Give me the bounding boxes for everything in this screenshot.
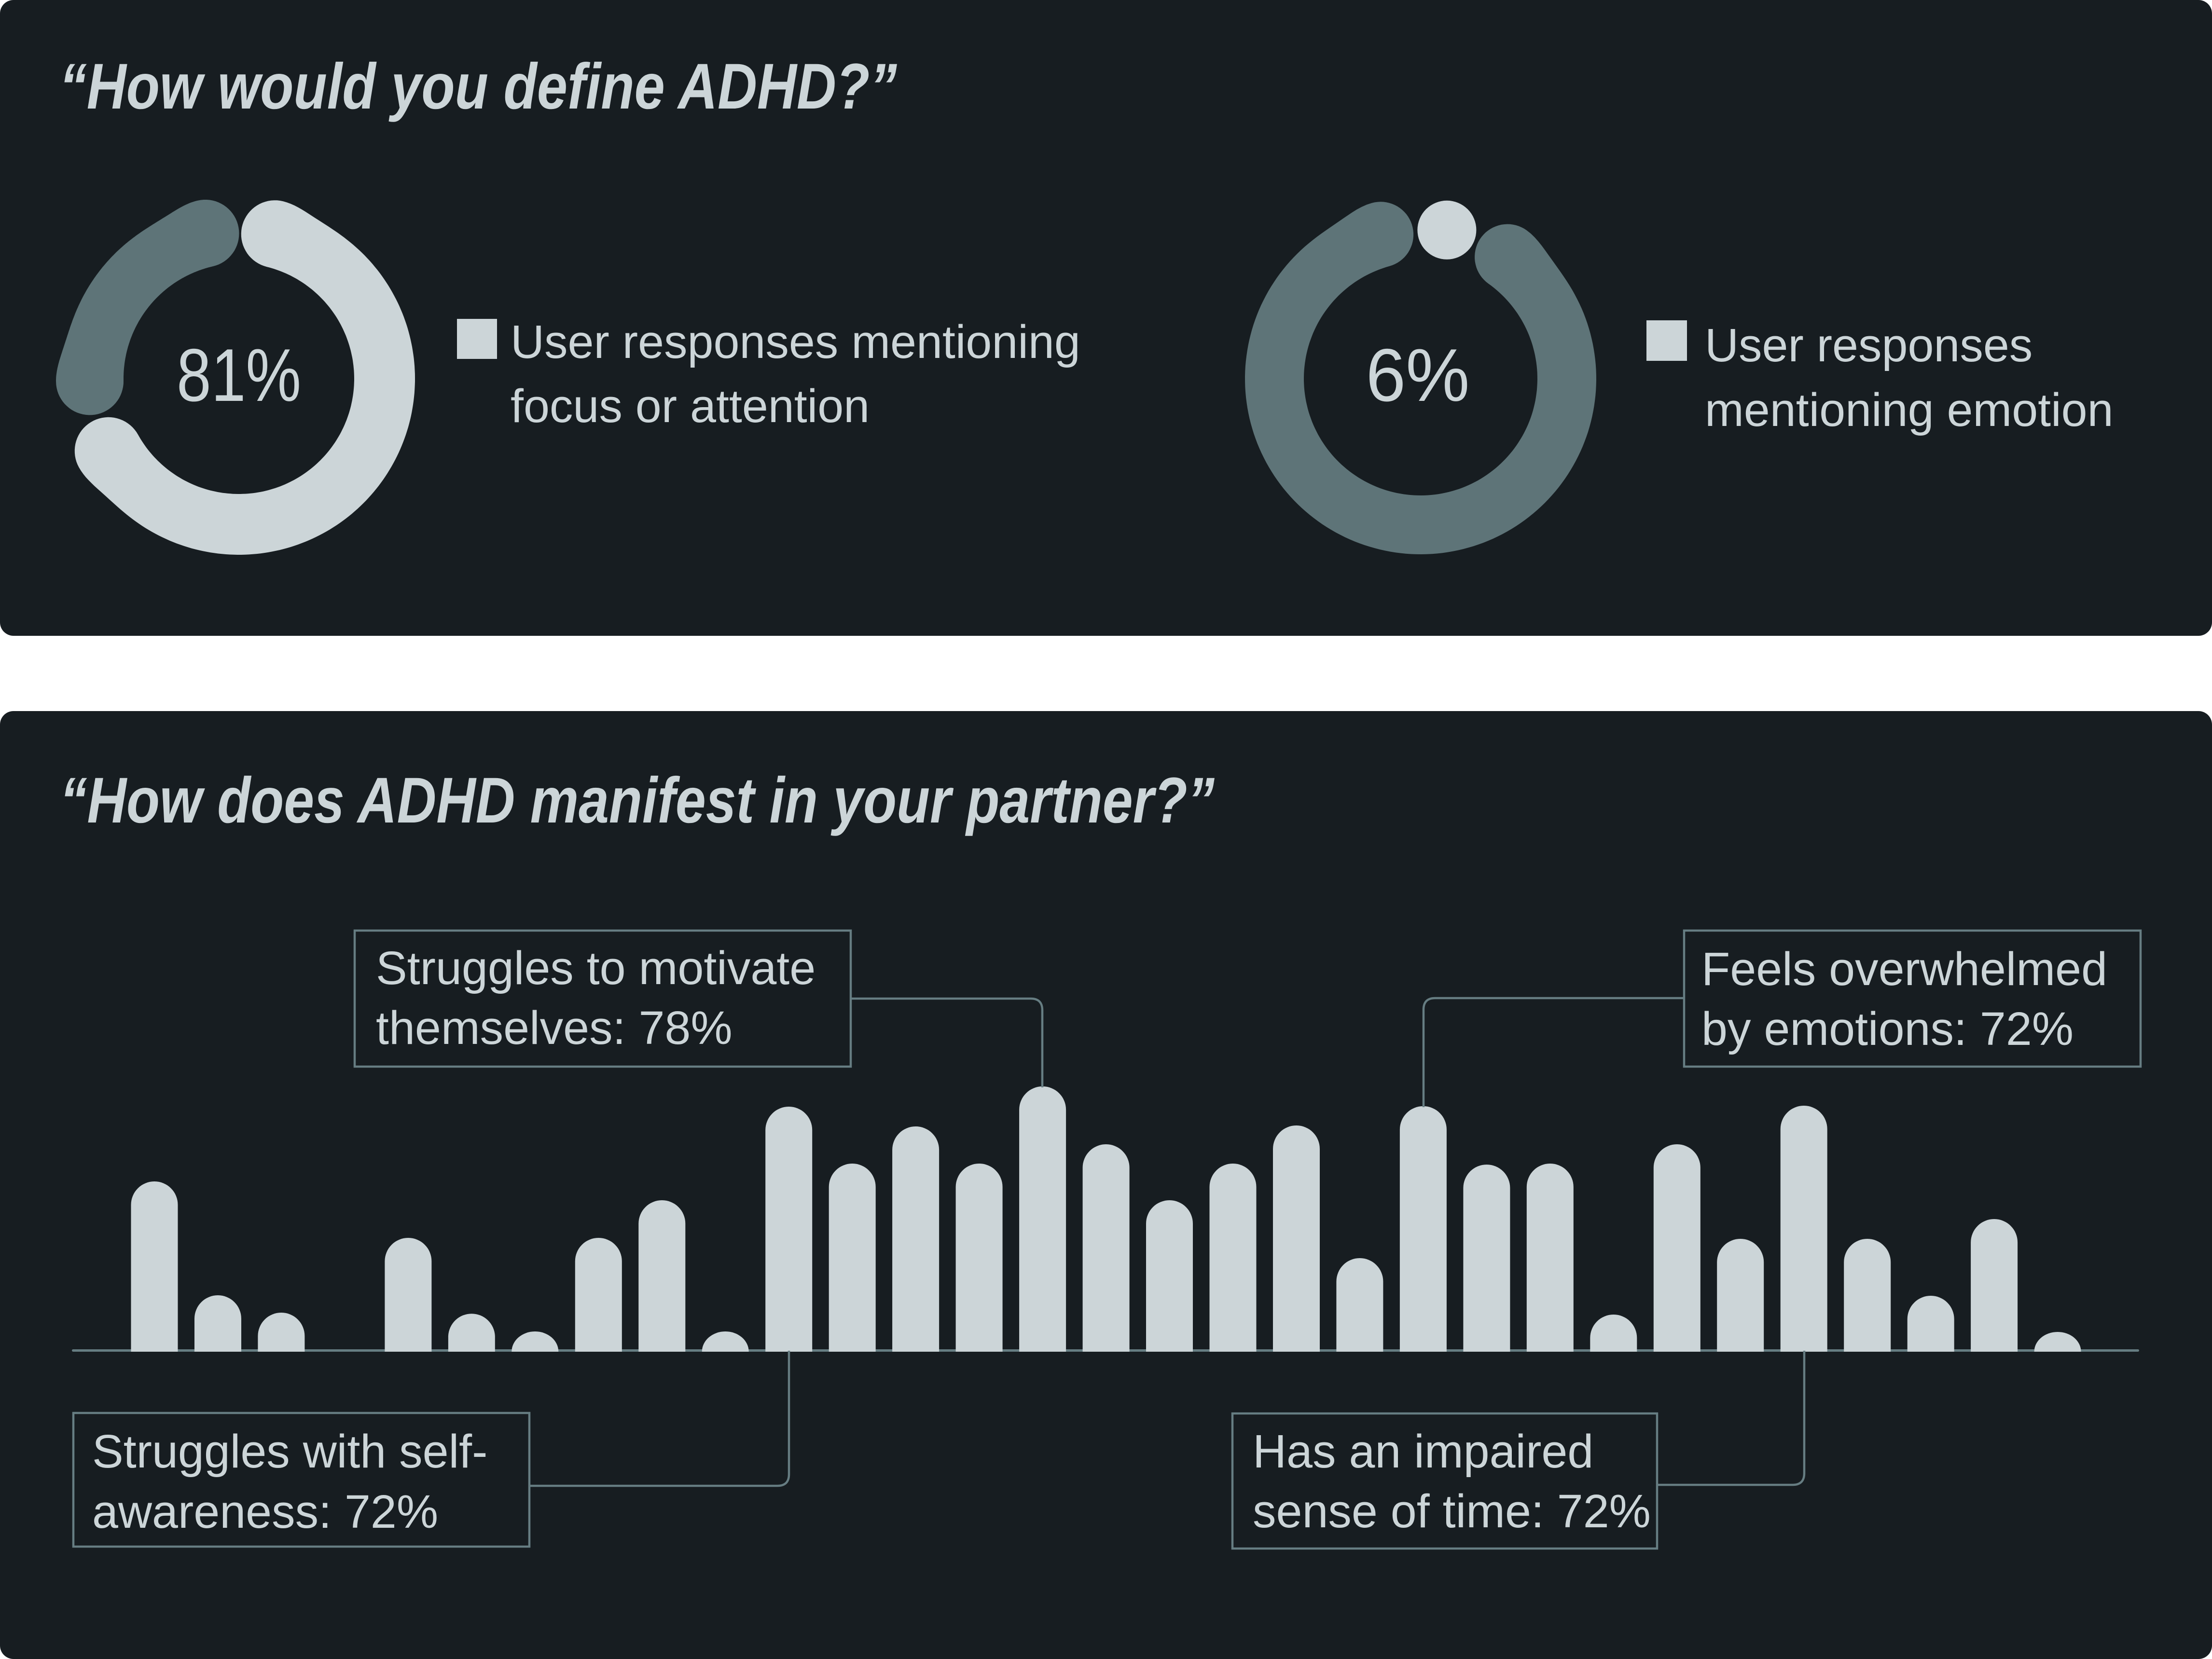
svg-text:Struggles with self-: Struggles with self- xyxy=(92,1425,487,1478)
svg-text:81%: 81% xyxy=(177,333,301,417)
svg-text:“How does ADHD manifest in you: “How does ADHD manifest in your partner?… xyxy=(60,765,1215,836)
svg-text:mentioning emotion: mentioning emotion xyxy=(1705,384,2114,436)
svg-text:“How would you define ADHD?”: “How would you define ADHD?” xyxy=(59,51,897,123)
svg-text:User responses: User responses xyxy=(1705,319,2032,371)
svg-text:by emotions: 72%: by emotions: 72% xyxy=(1701,1002,2074,1055)
svg-text:Feels overwhelmed: Feels overwhelmed xyxy=(1701,943,2107,995)
svg-text:6%: 6% xyxy=(1366,333,1470,417)
svg-text:focus or attention: focus or attention xyxy=(511,380,870,432)
svg-text:User responses mentioning: User responses mentioning xyxy=(511,315,1080,368)
svg-text:Has an impaired: Has an impaired xyxy=(1253,1425,1593,1478)
svg-text:sense of time: 72%: sense of time: 72% xyxy=(1253,1485,1651,1537)
svg-text:themselves: 78%: themselves: 78% xyxy=(376,1001,733,1054)
svg-text:awareness: 72%: awareness: 72% xyxy=(92,1485,438,1538)
svg-text:Struggles to motivate: Struggles to motivate xyxy=(376,942,816,994)
